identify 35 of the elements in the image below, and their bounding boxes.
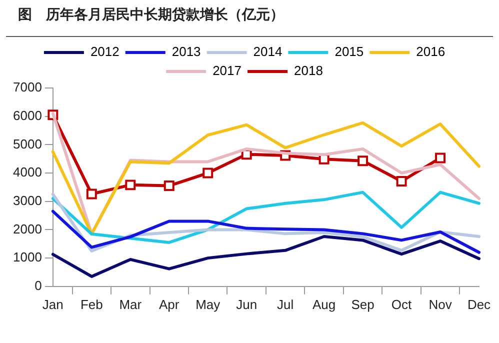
x-tick-label: Oct bbox=[391, 296, 412, 312]
legend-label: 2013 bbox=[172, 44, 201, 60]
chart-title: 图 历年各月居民中长期贷款增长（亿元） bbox=[18, 6, 284, 24]
x-tick-label: Apr bbox=[159, 296, 180, 312]
y-tick-label: 1000 bbox=[13, 250, 42, 265]
legend-label: 2014 bbox=[253, 44, 282, 60]
point bbox=[435, 152, 446, 164]
legend-label: 2015 bbox=[334, 44, 364, 60]
point bbox=[358, 156, 368, 166]
point bbox=[164, 180, 174, 192]
x-tick-label: May bbox=[196, 296, 221, 312]
y-tick-label: 5000 bbox=[13, 136, 42, 152]
x-tick-label: Jul bbox=[277, 296, 294, 312]
point bbox=[202, 168, 214, 178]
legend-label: 2012 bbox=[90, 44, 120, 60]
x-tick-label: Aug bbox=[312, 296, 336, 312]
point bbox=[86, 188, 97, 200]
x-tick-label: Nov bbox=[428, 296, 452, 312]
legend-label: 2016 bbox=[416, 44, 446, 60]
legend-label: 2018 bbox=[294, 63, 323, 78]
y-tick-label: 4000 bbox=[13, 164, 42, 180]
x-tick-label: Jun bbox=[236, 296, 258, 312]
y-tick-label: 0 bbox=[34, 278, 42, 293]
x-tick-label: Feb bbox=[80, 296, 103, 312]
legend-label: 2017 bbox=[212, 63, 242, 78]
x-tick-label: Mar bbox=[119, 296, 142, 312]
y-tick-label: 6000 bbox=[13, 108, 42, 123]
y-tick-label: 2000 bbox=[13, 221, 42, 236]
point bbox=[125, 180, 136, 190]
x-tick-label: Sep bbox=[351, 296, 374, 312]
y-tick-label: 7000 bbox=[13, 80, 42, 95]
point bbox=[396, 176, 407, 186]
x-tick-label: Jan bbox=[42, 296, 64, 312]
x-tick-label: Dec bbox=[467, 296, 492, 312]
y-tick-label: 3000 bbox=[13, 192, 42, 208]
